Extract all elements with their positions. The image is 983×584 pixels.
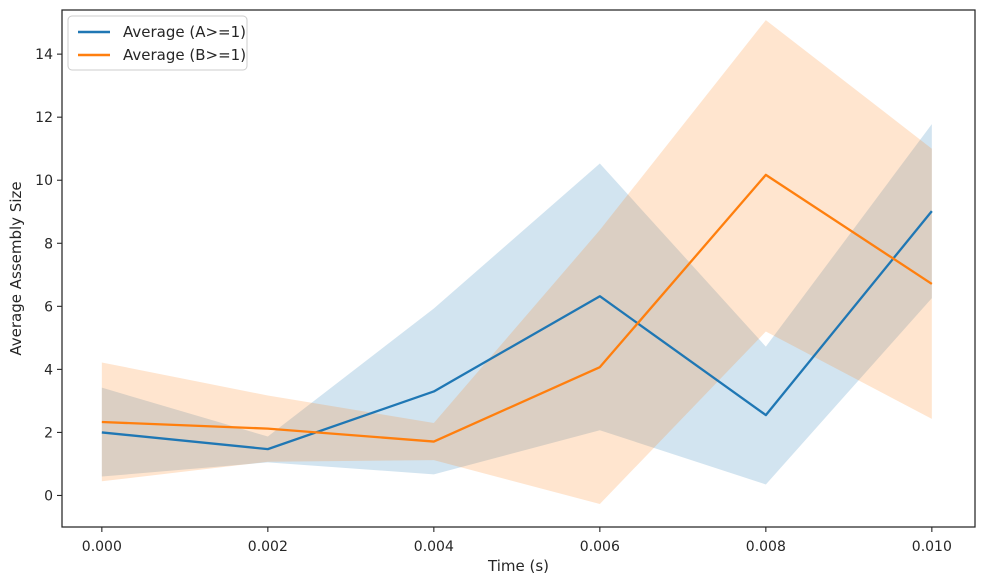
legend-label-series-2: Average (B>=1) [123, 46, 246, 64]
series-1-band [101, 124, 932, 485]
x-tick-label: 0.000 [82, 539, 122, 555]
y-tick-label: 8 [44, 236, 53, 252]
y-tick-label: 14 [35, 47, 53, 63]
series-2-band [101, 20, 932, 504]
legend-label-series-1: Average (A>=1) [123, 23, 246, 41]
x-tick-label: 0.002 [248, 539, 288, 555]
legend-box [67, 15, 248, 71]
legend: Average (A>=1) Average (B>=1) [67, 15, 248, 71]
y-tick-label: 12 [35, 110, 53, 126]
y-axis-ticks: 0 2 4 6 8 10 12 14 [35, 47, 62, 504]
y-axis-label: Average Assembly Size [7, 181, 25, 355]
x-tick-label: 0.010 [912, 539, 952, 555]
y-tick-label: 2 [44, 425, 53, 441]
plot-area-frame [61, 9, 976, 528]
x-tick-label: 0.006 [580, 539, 620, 555]
series-lines [101, 173, 933, 451]
y-tick-label: 6 [44, 299, 53, 315]
series-2-line [101, 173, 933, 443]
series-1-line [101, 210, 933, 451]
y-tick-label: 0 [44, 488, 53, 504]
x-tick-label: 0.004 [414, 539, 454, 555]
confidence-bands [101, 20, 932, 504]
x-axis-label: Time (s) [487, 557, 549, 575]
y-tick-label: 4 [44, 362, 53, 378]
x-axis-ticks: 0.000 0.002 0.004 0.006 0.008 0.010 [82, 527, 952, 555]
x-tick-label: 0.008 [746, 539, 786, 555]
y-tick-label: 10 [35, 173, 53, 189]
